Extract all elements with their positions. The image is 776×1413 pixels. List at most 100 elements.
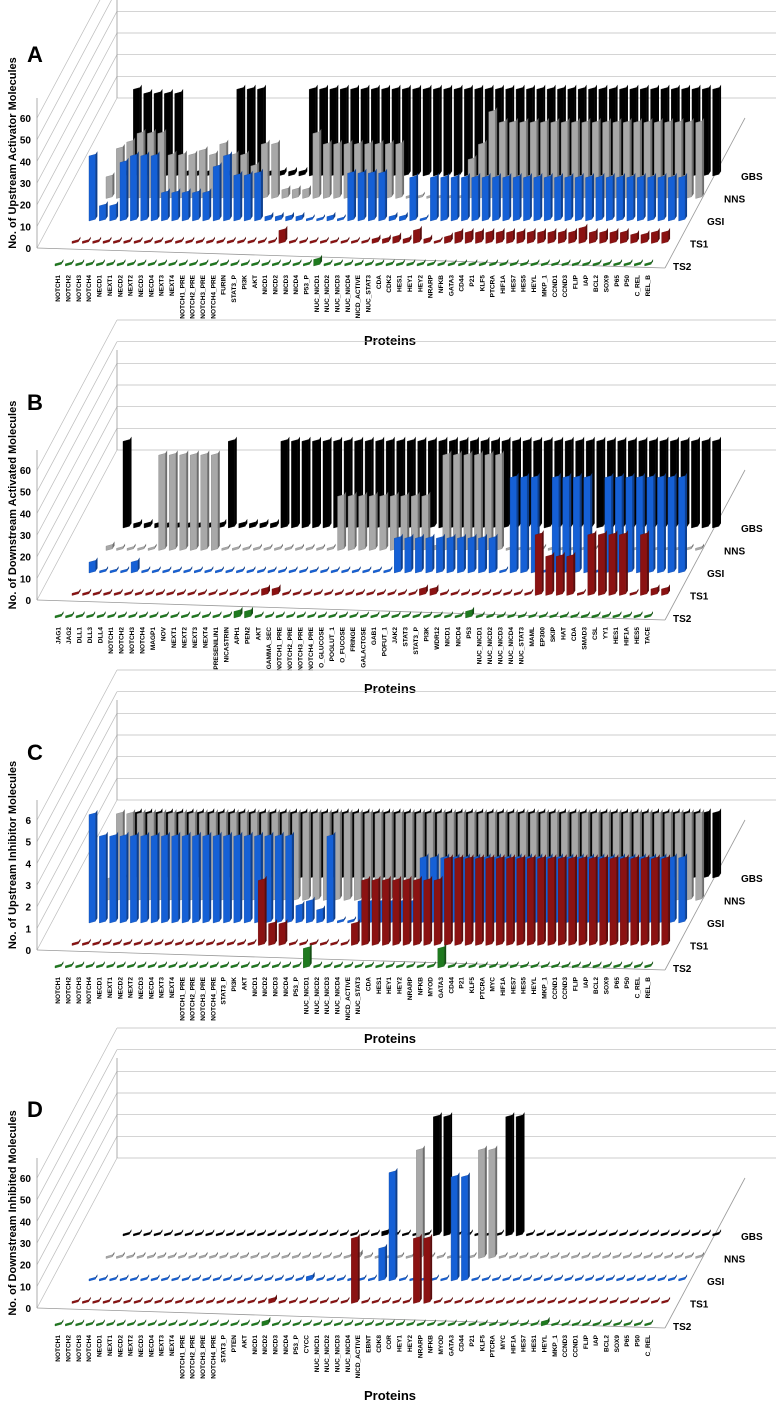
bar [167, 1251, 177, 1259]
bar [133, 938, 143, 946]
bar-side [423, 961, 426, 967]
bar-face [254, 171, 262, 222]
bar-side [119, 938, 122, 944]
bar-face [229, 591, 237, 596]
x-tick-label: NECD2 [117, 1335, 124, 1357]
bar [354, 961, 364, 969]
series-label: GBS [741, 874, 763, 885]
bar-side [591, 172, 594, 220]
bar-side [226, 259, 229, 265]
floor-edge [664, 117, 746, 269]
bar-face [99, 568, 107, 574]
series-label: NNS [724, 897, 745, 908]
bar-side [181, 1296, 184, 1302]
bar-face [454, 856, 462, 946]
bar-face [633, 613, 641, 619]
bar-side [495, 533, 498, 572]
x-tick-label: NOTCH1_PRE [276, 626, 283, 670]
bar-side [674, 472, 677, 572]
bar [123, 1296, 133, 1304]
x-tick-label: NEXT3 [192, 627, 199, 648]
x-tick-label: NUC_STAT3 [518, 627, 525, 665]
bar-face [195, 1299, 203, 1304]
x-tick-label: NICD1 [262, 275, 269, 295]
bar [381, 1226, 391, 1237]
bar [533, 172, 543, 222]
bar-side [274, 236, 277, 242]
bar-face [668, 1277, 675, 1282]
bar [209, 1251, 218, 1259]
bar [437, 259, 447, 267]
bar [657, 1274, 667, 1282]
bar [471, 1274, 481, 1282]
bar-face [309, 1299, 317, 1304]
bar [623, 1251, 632, 1259]
bar [412, 611, 422, 619]
x-tick-label: MKP_1 [541, 275, 548, 297]
x-tick-label: WDR12 [434, 627, 441, 650]
bar-face [178, 261, 186, 267]
x-tick-label: HES1 [613, 627, 620, 644]
bar-side [595, 854, 598, 944]
x-tick-label: PI3K [241, 275, 248, 290]
x-tick-label: KLF5 [469, 977, 476, 994]
bar-face [337, 216, 344, 222]
bar-side [402, 259, 405, 265]
bar [616, 1274, 625, 1282]
bar-side [531, 588, 534, 594]
bar-side [216, 961, 219, 967]
bar [206, 938, 215, 946]
bar-side [223, 236, 226, 242]
bar-side [82, 961, 85, 967]
bar-face [137, 1322, 145, 1327]
bar-face [440, 175, 448, 222]
bar-side [254, 938, 257, 944]
gridline [36, 319, 118, 471]
bar-side [291, 211, 294, 220]
bar-face [657, 1277, 665, 1282]
bar-face [382, 1299, 389, 1304]
gridline [36, 449, 118, 601]
x-tick-label: HEYL [531, 977, 538, 994]
bar [309, 566, 319, 574]
bar-side [78, 1296, 81, 1302]
bar-face [323, 1254, 330, 1259]
bar-side [563, 1229, 566, 1235]
bar-face [316, 908, 324, 924]
bar-face [189, 1322, 197, 1327]
bar-side [302, 1274, 305, 1280]
bar-side [150, 1296, 153, 1302]
bar-face [685, 1254, 692, 1259]
bar-side [417, 491, 420, 549]
bar-side [249, 543, 252, 549]
bar-side [461, 227, 464, 242]
bar [566, 551, 576, 596]
gridline [36, 756, 118, 907]
bar [516, 854, 526, 946]
bar-side [82, 611, 85, 617]
bar [164, 1296, 174, 1304]
x-tick-label: DLL3 [87, 627, 94, 644]
bar [326, 211, 336, 222]
bar-face [413, 878, 420, 946]
bar [272, 961, 281, 969]
bar [443, 1112, 453, 1237]
bar [109, 201, 119, 222]
bar-face [216, 239, 224, 244]
x-tick-label: NRARP [428, 274, 435, 298]
series-label: TS1 [690, 240, 709, 251]
bar [442, 450, 452, 551]
bar-face [541, 261, 548, 267]
bar-side [288, 1251, 291, 1257]
bar-face [383, 568, 391, 574]
floor-edge [664, 469, 746, 621]
bar [661, 1296, 671, 1304]
bar-face [502, 175, 510, 222]
bar-side [126, 157, 129, 220]
bar [157, 1251, 167, 1259]
bar-face [292, 261, 300, 267]
x-tick-label: NOTCH3_PRE [200, 1334, 207, 1378]
bar-side [278, 1319, 281, 1325]
bar-side [606, 854, 608, 944]
bar [289, 236, 298, 244]
